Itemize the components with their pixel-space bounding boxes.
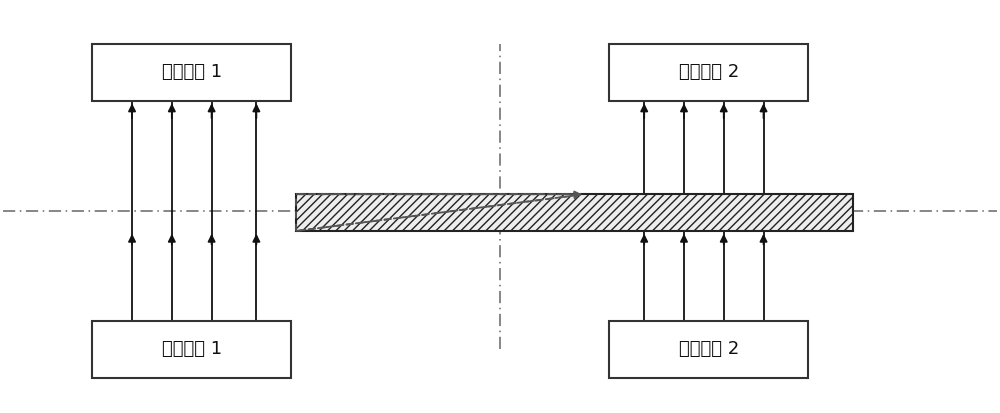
Bar	[92, 320, 291, 377]
Bar	[609, 43, 808, 100]
Text: 发射线圈 2: 发射线圈 2	[679, 340, 739, 358]
Bar	[92, 43, 291, 100]
Text: 接收线圈 2: 接收线圈 2	[679, 63, 739, 81]
Bar	[296, 194, 853, 231]
Text: 发射线圈 1: 发射线圈 1	[162, 340, 222, 358]
Bar	[609, 320, 808, 377]
Text: 接收线圈 1: 接收线圈 1	[162, 63, 222, 81]
